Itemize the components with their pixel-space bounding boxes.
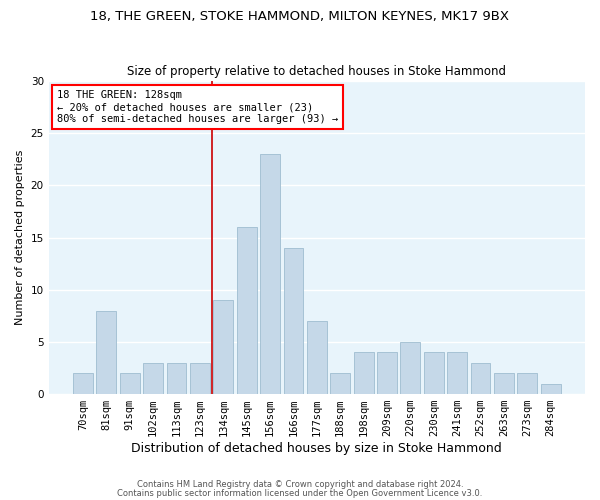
Title: Size of property relative to detached houses in Stoke Hammond: Size of property relative to detached ho… — [127, 66, 506, 78]
Bar — [73, 373, 93, 394]
Bar — [400, 342, 421, 394]
Bar — [447, 352, 467, 394]
Bar — [260, 154, 280, 394]
Bar — [541, 384, 560, 394]
Y-axis label: Number of detached properties: Number of detached properties — [15, 150, 25, 326]
Text: Contains HM Land Registry data © Crown copyright and database right 2024.: Contains HM Land Registry data © Crown c… — [137, 480, 463, 489]
Bar — [190, 363, 210, 394]
Bar — [237, 227, 257, 394]
X-axis label: Distribution of detached houses by size in Stoke Hammond: Distribution of detached houses by size … — [131, 442, 502, 455]
Bar — [143, 363, 163, 394]
Text: 18, THE GREEN, STOKE HAMMOND, MILTON KEYNES, MK17 9BX: 18, THE GREEN, STOKE HAMMOND, MILTON KEY… — [91, 10, 509, 23]
Text: Contains public sector information licensed under the Open Government Licence v3: Contains public sector information licen… — [118, 488, 482, 498]
Bar — [377, 352, 397, 394]
Bar — [353, 352, 374, 394]
Bar — [120, 373, 140, 394]
Bar — [284, 248, 304, 394]
Bar — [424, 352, 443, 394]
Bar — [330, 373, 350, 394]
Bar — [214, 300, 233, 394]
Bar — [307, 321, 327, 394]
Bar — [517, 373, 537, 394]
Bar — [167, 363, 187, 394]
Bar — [97, 310, 116, 394]
Text: 18 THE GREEN: 128sqm
← 20% of detached houses are smaller (23)
80% of semi-detac: 18 THE GREEN: 128sqm ← 20% of detached h… — [57, 90, 338, 124]
Bar — [470, 363, 490, 394]
Bar — [494, 373, 514, 394]
